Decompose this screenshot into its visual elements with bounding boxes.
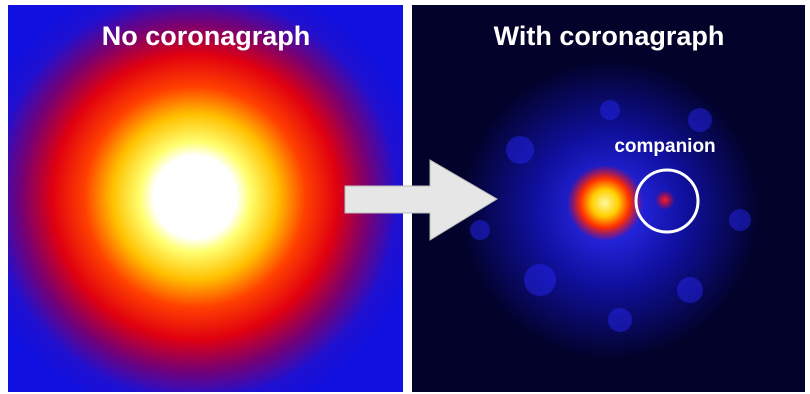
left-panel-image — [8, 5, 403, 392]
panel-title: With coronagraph — [494, 21, 725, 51]
companion-spot — [650, 185, 680, 215]
annotation: companion — [614, 136, 715, 157]
figure: No coronagraph With coronagraph companio… — [0, 0, 810, 394]
star-residual — [565, 165, 645, 245]
panel-title: No coronagraph — [102, 21, 311, 51]
